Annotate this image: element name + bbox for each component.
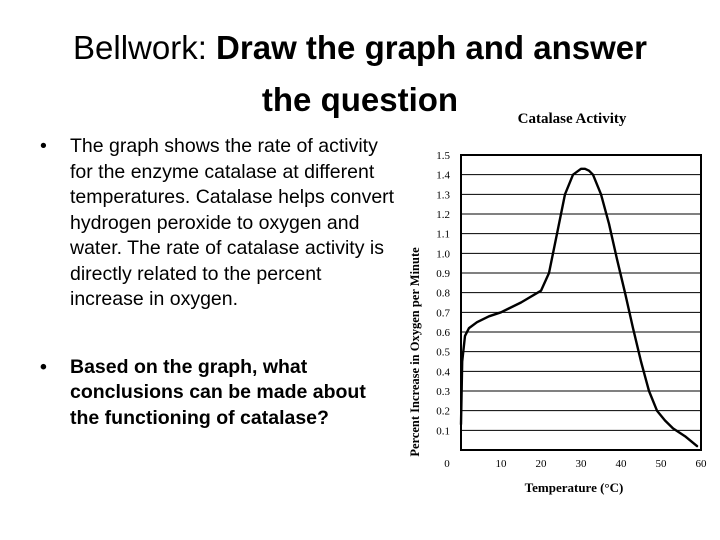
- y-tick-label: 0.9: [436, 268, 450, 280]
- title-regular: Bellwork:: [73, 29, 217, 66]
- y-tick-label: 0.3: [436, 386, 450, 398]
- y-tick-label: 0.5: [436, 347, 450, 359]
- series-line: [459, 167, 699, 448]
- x-tick-label: 50: [656, 458, 668, 470]
- bullet-description-text: The graph shows the rate of activity for…: [70, 135, 395, 310]
- bullet-list: • The graph shows the rate of activity f…: [40, 134, 400, 431]
- slide-title: Bellwork: Draw the graph and answer the …: [20, 22, 700, 126]
- catalase-chart: Catalase Activity Percent Increase in Ox…: [408, 111, 707, 495]
- y-tick-label: 0.8: [436, 288, 450, 300]
- x-tick-label: 40: [616, 458, 628, 470]
- bullet-dot: •: [40, 135, 47, 157]
- y-tick-label: 1.5: [436, 150, 450, 162]
- x-tick-label: 30: [576, 458, 588, 470]
- bullet-question: • Based on the graph, what conclusions c…: [40, 355, 400, 432]
- title-bold-line2: the question: [261, 81, 459, 118]
- y-tick-label: 0.4: [436, 366, 450, 378]
- x-axis-label: Temperature (°C): [525, 480, 624, 495]
- x-tick-label: 20: [536, 458, 548, 470]
- plot-frame: [460, 154, 702, 451]
- chart-title: Catalase Activity: [518, 111, 627, 127]
- y-tick-label: 0.7: [436, 307, 450, 319]
- x-tick-label: 0: [444, 458, 450, 470]
- grid-lines: [461, 154, 701, 431]
- y-axis-label: Percent Increase in Oxygen per Minute: [408, 247, 422, 457]
- title-bold-line1: Draw the graph and answer: [216, 29, 647, 66]
- bullet-question-text: Based on the graph, what conclusions can…: [70, 355, 366, 429]
- tick-labels: 0.1 0.2 0.3 0.4 0.5 0.6 0.7 0.8 0.9 1.0 1.1 1.2 1.3 1…: [436, 150, 707, 470]
- y-tick-label: 0.6: [436, 327, 450, 339]
- y-tick-label: 1.4: [436, 170, 450, 182]
- y-tick-label: 1.3: [436, 189, 450, 201]
- y-tick-label: 0.2: [436, 406, 450, 418]
- y-tick-label: 1.2: [436, 209, 450, 221]
- y-tick-label: 0.1: [436, 425, 450, 437]
- bullet-description: • The graph shows the rate of activity f…: [40, 134, 400, 313]
- y-tick-label: 1.1: [436, 229, 450, 241]
- x-tick-label: 60: [696, 458, 708, 470]
- bullet-dot: •: [40, 355, 47, 378]
- x-tick-label: 10: [496, 458, 508, 470]
- y-tick-label: 1.0: [436, 248, 450, 260]
